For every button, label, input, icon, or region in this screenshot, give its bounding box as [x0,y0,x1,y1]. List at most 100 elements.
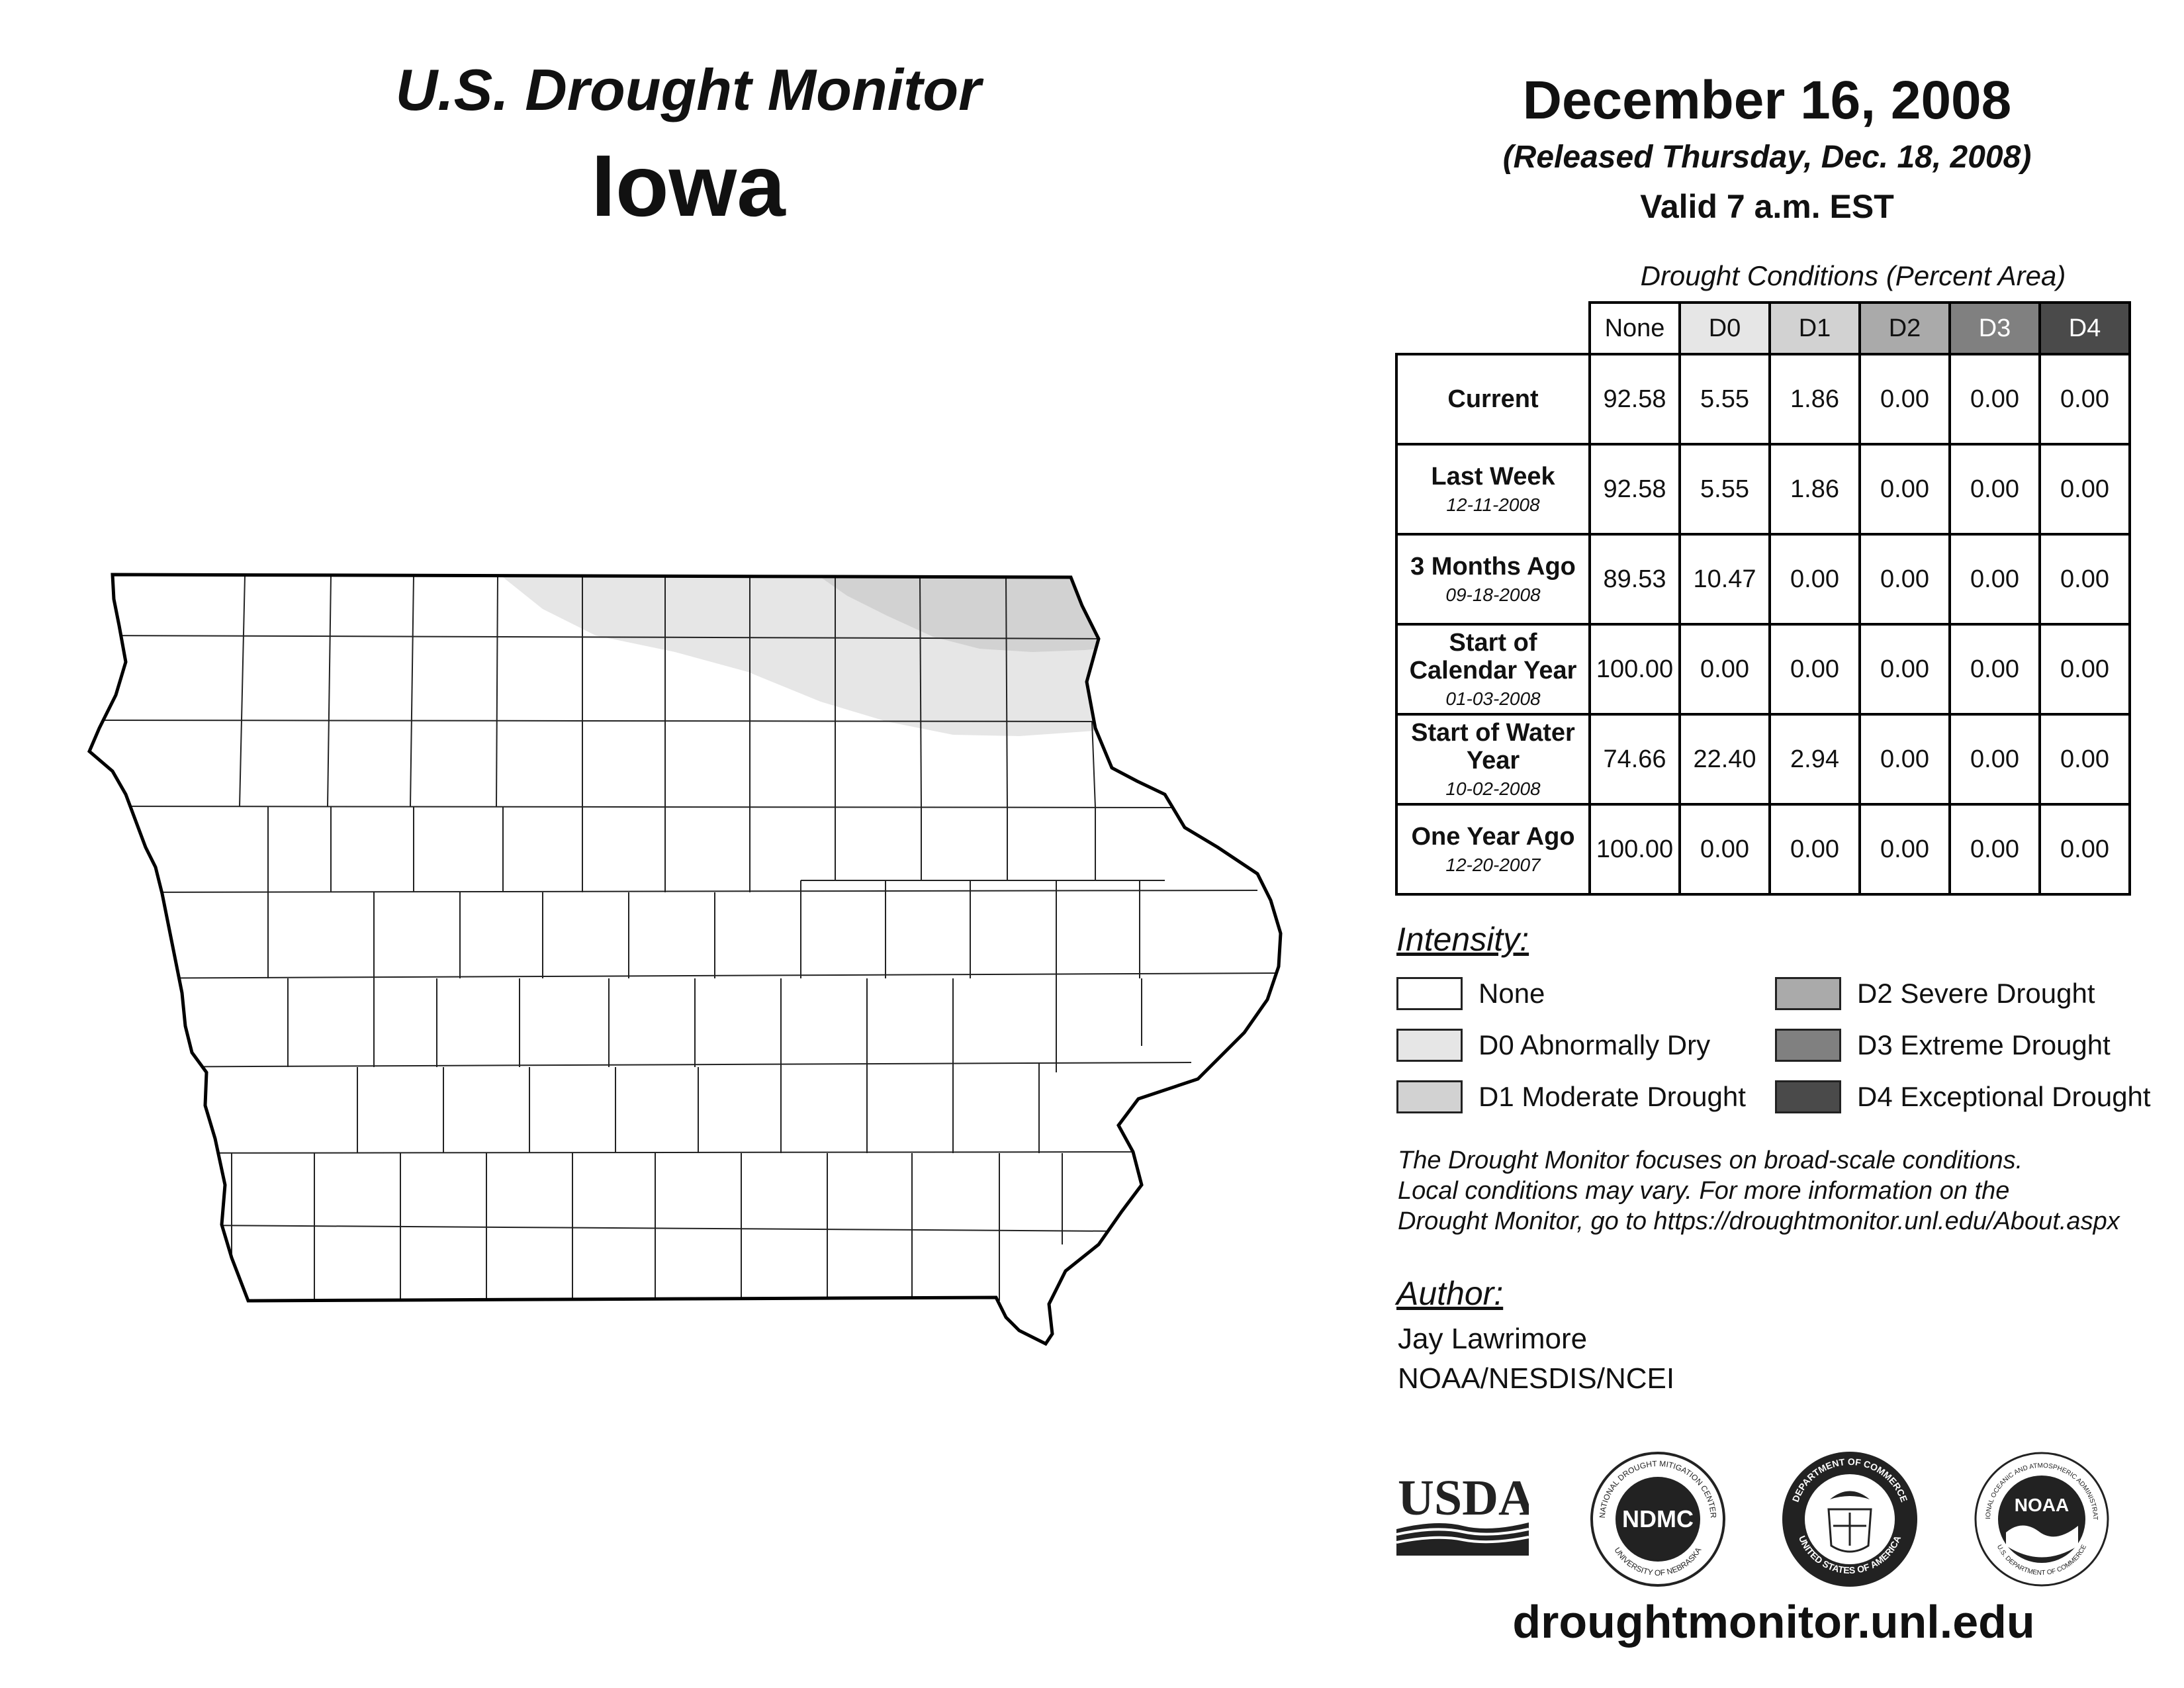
legend-item-d2: D2 Severe Drought [1775,977,2095,1010]
table-corner [1396,303,1591,355]
legend-swatch [1396,977,1463,1010]
ndmc-logo: NDMC NATIONAL DROUGHT MITIGATION CENTER … [1590,1452,1725,1587]
table-cell: 0.00 [1858,353,1951,445]
table-row: Last Week 12-11-2008 92.58 5.55 1.86 0.00… [1395,443,2131,536]
table-cell: 0.00 [1948,623,2041,716]
legend-swatch [1396,1029,1463,1062]
table-cell: 0.00 [1858,443,1951,536]
table-cell: 0.00 [1948,533,2041,626]
author-title: Author: [1396,1275,1504,1312]
table-cell: 2.94 [1768,713,1861,806]
website-link[interactable]: droughtmonitor.unl.edu [1512,1596,2035,1648]
table-cell: 0.00 [1858,533,1951,626]
iowa-state-outline [87,573,1283,1346]
table-cell: 0.00 [1858,713,1951,806]
disclaimer-note: The Drought Monitor focuses on broad-sca… [1398,1145,2159,1237]
legend-swatch [1396,1080,1463,1113]
map-date: December 16, 2008 [1522,70,2012,130]
note-line: Local conditions may vary. For more info… [1398,1177,2010,1205]
row-header: Start of Water Year 10-02-2008 [1395,713,1591,806]
row-date: 09-18-2008 [1445,585,1541,605]
table-row: Start of Water Year 10-02-2008 74.66 22.4… [1395,713,2131,806]
table-cell: 10.47 [1678,533,1771,626]
table-cell: 0.00 [1858,803,1951,896]
legend-title: Intensity: [1396,921,1529,958]
table-cell: 92.58 [1588,353,1681,445]
row-label: Last Week [1431,463,1555,491]
table-cell: 92.58 [1588,443,1681,536]
row-header: Current [1395,353,1591,445]
column-header: D3 [1948,301,2041,355]
row-header: Start of Calendar Year 01-03-2008 [1395,623,1591,716]
usda-logo: USDA [1396,1470,1529,1556]
table-cell: 0.00 [1768,803,1861,896]
iowa-drought-map [87,573,1283,1346]
table-cell: 0.00 [1948,443,2041,536]
row-label: Start of Water Year [1411,719,1575,774]
table-cell: 0.00 [1768,623,1861,716]
table-cell: 1.86 [1768,443,1861,536]
legend-label: D1 Moderate Drought [1479,1081,1746,1112]
table-cell: 0.00 [2038,443,2131,536]
row-header: 3 Months Ago 09-18-2008 [1395,533,1591,626]
legend-swatch [1775,1080,1841,1113]
table-caption: Drought Conditions (Percent Area) [1640,260,2066,291]
table-row: One Year Ago 12-20-2007 100.00 0.00 0.00 … [1395,803,2131,896]
table-cell: 0.00 [2038,533,2131,626]
valid-time: Valid 7 a.m. EST [1640,188,1894,225]
table-cell: 100.00 [1588,623,1681,716]
row-label: 3 Months Ago [1410,553,1576,581]
table-cell: 100.00 [1588,803,1681,896]
usda-logo-text: USDA [1398,1470,1529,1526]
row-date: 10-02-2008 [1445,778,1541,799]
table-cell: 74.66 [1588,713,1681,806]
legend-label: D4 Exceptional Drought [1857,1081,2151,1112]
table-cell: 0.00 [2038,803,2131,896]
legend-label: None [1479,978,1545,1009]
table-row: Current 92.58 5.55 1.86 0.00 0.00 0.00 [1395,353,2131,445]
author-org: NOAA/NESDIS/NCEI [1398,1362,1675,1395]
row-header: One Year Ago 12-20-2007 [1395,803,1591,896]
column-header: D1 [1768,301,1861,355]
note-line: Drought Monitor, go to https://droughtmo… [1398,1207,2120,1235]
row-date: 12-11-2008 [1446,494,1540,515]
legend-item-d3: D3 Extreme Drought [1775,1029,2111,1062]
table-cell: 89.53 [1588,533,1681,626]
row-date: 12-20-2007 [1445,855,1541,875]
legend-item-d1: D1 Moderate Drought [1396,1080,1746,1113]
legend-item-d0: D0 Abnormally Dry [1396,1029,1710,1062]
row-header: Last Week 12-11-2008 [1395,443,1591,536]
row-label: Current [1447,385,1539,413]
legend-swatch [1775,1029,1841,1062]
table-cell: 0.00 [2038,353,2131,445]
table-cell: 0.00 [1678,623,1771,716]
row-label: One Year Ago [1411,823,1575,851]
note-line: The Drought Monitor focuses on broad-sca… [1398,1147,2023,1174]
table-cell: 0.00 [2038,713,2131,806]
state-name: Iowa [591,137,786,234]
legend-label: D0 Abnormally Dry [1479,1029,1711,1060]
release-date: (Released Thursday, Dec. 18, 2008) [1502,140,2032,175]
column-header: D4 [2038,301,2131,355]
row-label: Start of Calendar Year [1409,629,1577,684]
doc-seal-logo: DEPARTMENT OF COMMERCE UNITED STATES OF … [1782,1452,1917,1587]
table-cell: 0.00 [2038,623,2131,716]
table-cell: 0.00 [1948,353,2041,445]
d1-drought-area [821,577,1125,652]
ndmc-logo-text: NDMC [1622,1505,1694,1532]
table-cell: 0.00 [1858,623,1951,716]
table-cell: 22.40 [1678,713,1771,806]
legend-swatch [1775,977,1841,1010]
legend-item-d4: D4 Exceptional Drought [1775,1080,2151,1113]
column-header: D2 [1858,301,1951,355]
row-date: 01-03-2008 [1445,688,1541,709]
table-cell: 5.55 [1678,353,1771,445]
author-name: Jay Lawrimore [1398,1323,1588,1355]
drought-conditions-table: None D0 D1 D2 D3 D4 Current 92.58 5.55 1… [1395,301,2131,896]
column-header: D0 [1678,301,1771,355]
table-cell: 0.00 [1948,803,2041,896]
noaa-logo-text: NOAA [2015,1495,2069,1515]
legend-item-none: None [1396,977,1545,1010]
noaa-logo: NOAA NATIONAL OCEANIC AND ATMOSPHERIC AD… [1969,1446,2109,1587]
map-title: U.S. Drought Monitor [395,57,981,122]
